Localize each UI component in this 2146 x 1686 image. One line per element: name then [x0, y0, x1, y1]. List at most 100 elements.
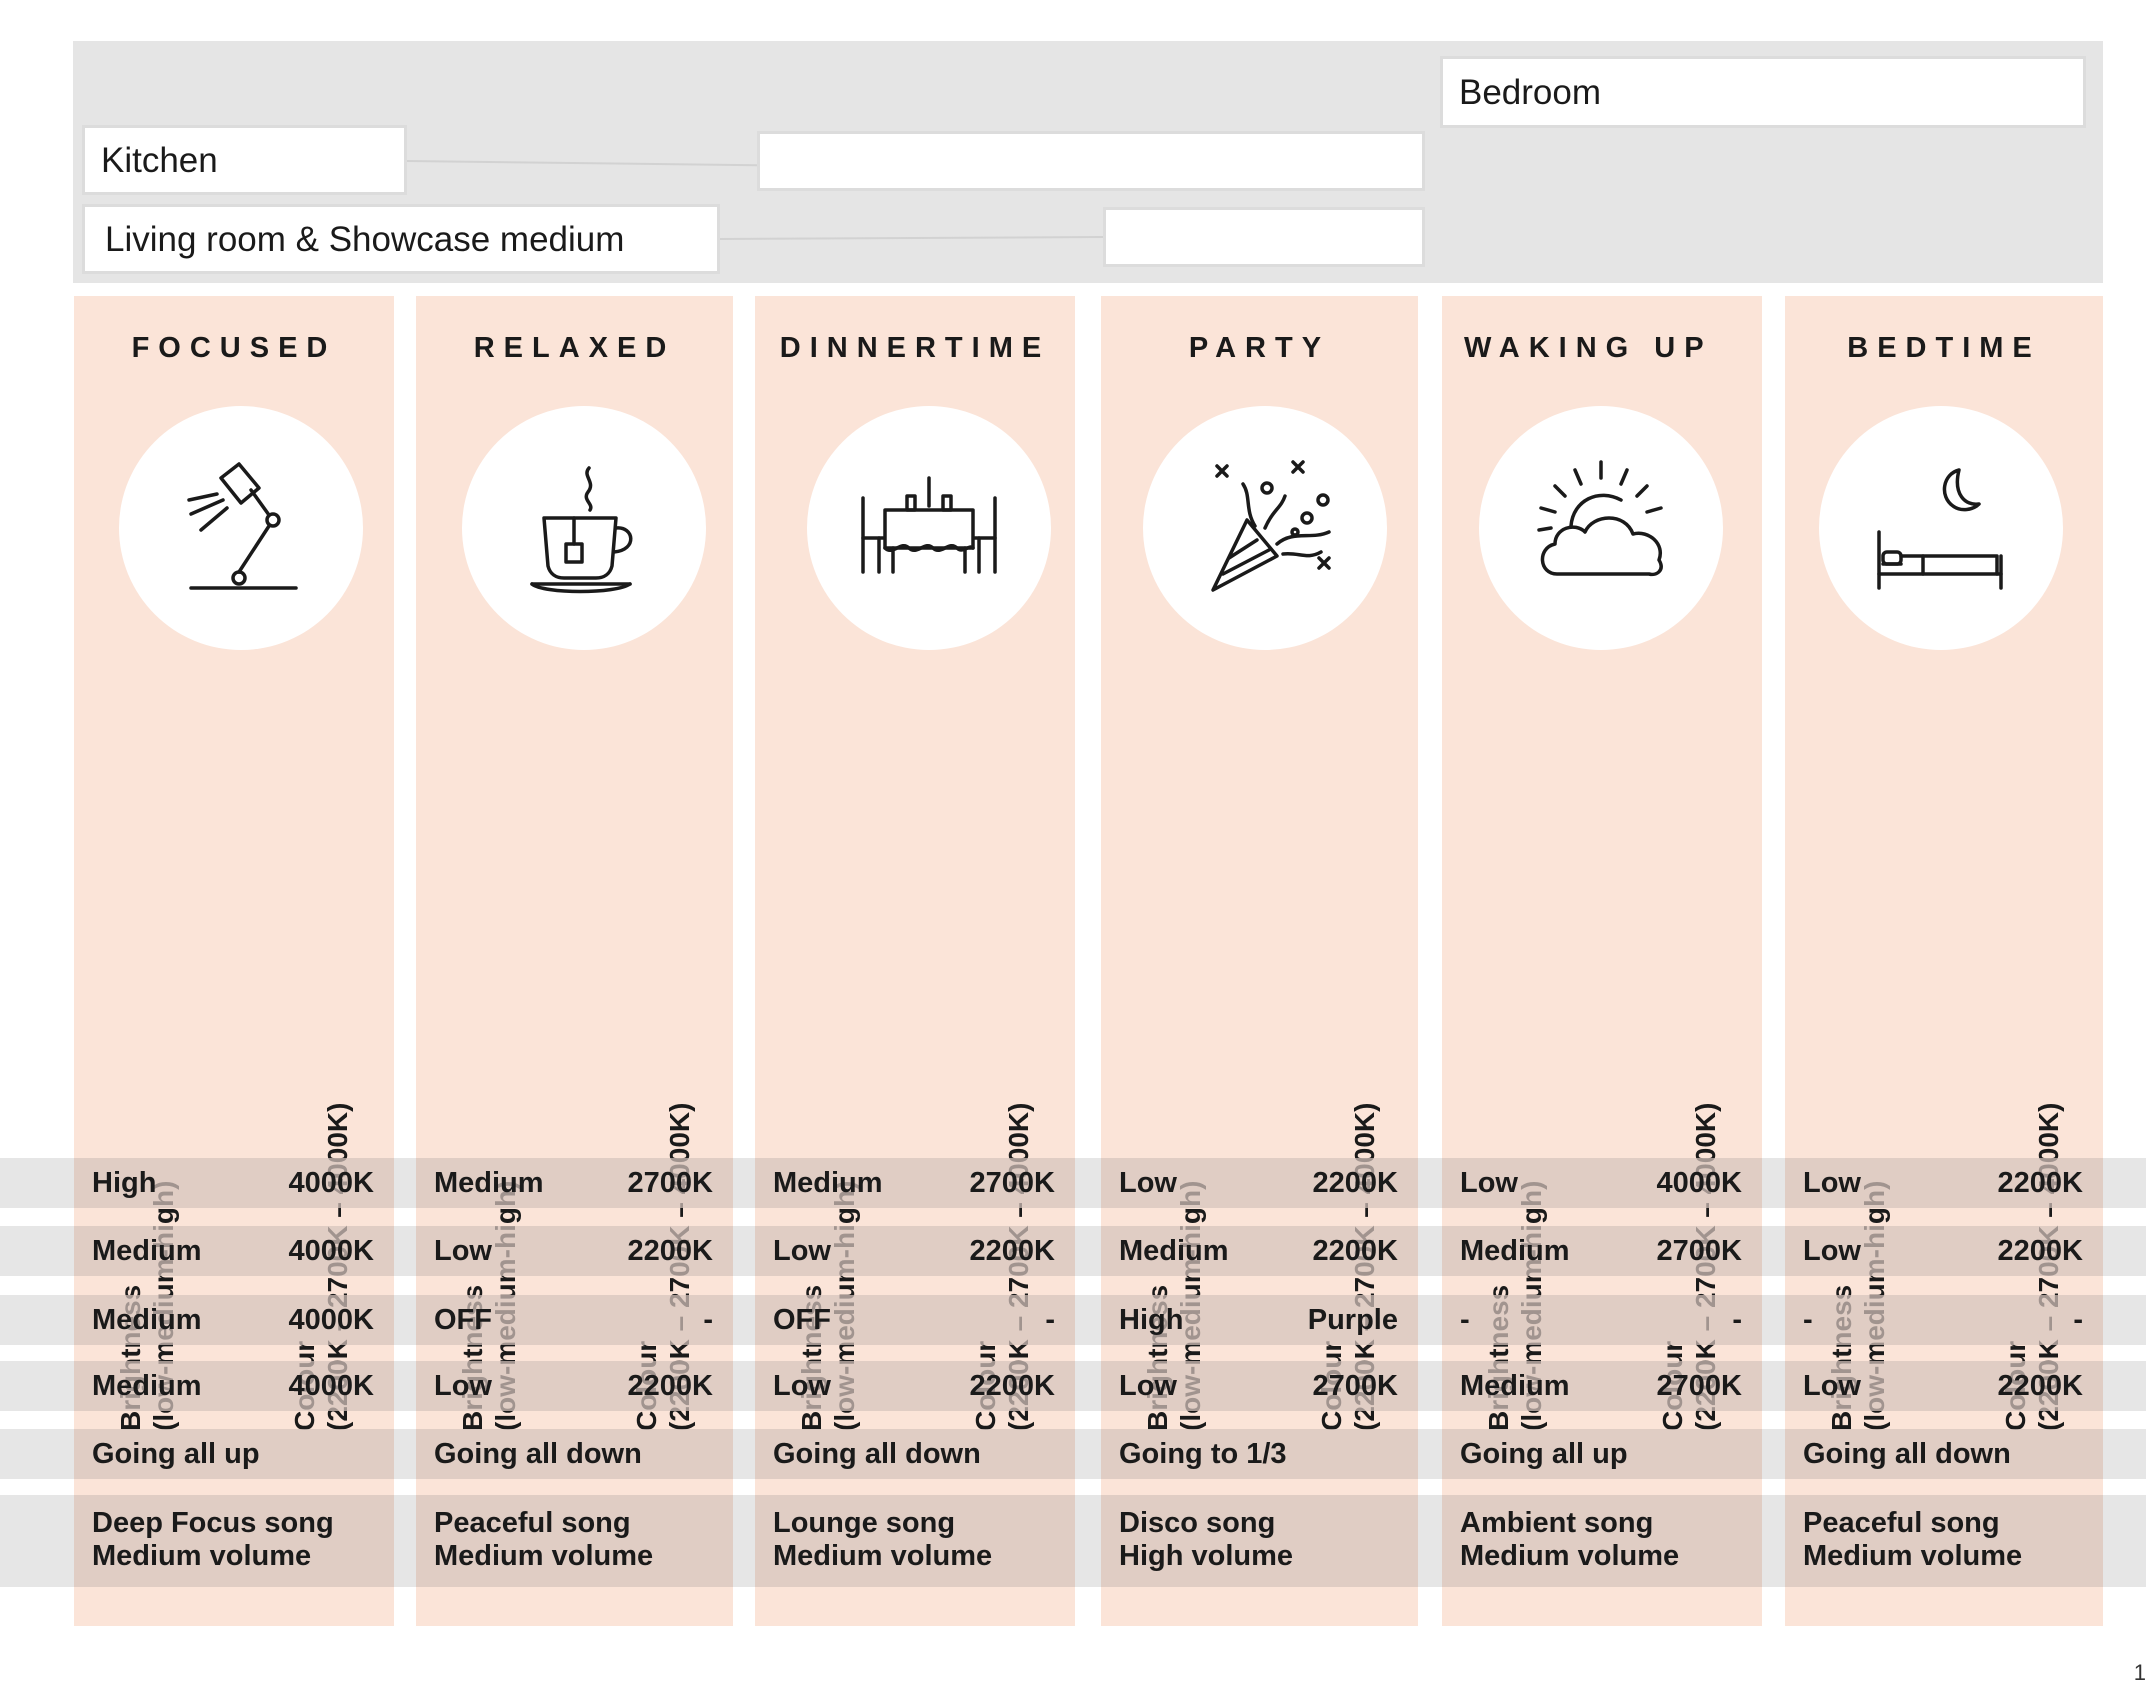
volume-value: Medium volume [434, 1540, 654, 1572]
scene-title: FOCUSED [131, 332, 337, 364]
music-row: Peaceful song Medium volume [416, 1495, 733, 1587]
blinds-value: Going all down [434, 1438, 642, 1470]
colour-value: 2700K [1656, 1235, 1742, 1267]
music-row: Ambient song Medium volume [1442, 1495, 1762, 1587]
scene-title: WAKING UP [1464, 332, 1713, 364]
setting-row: Medium 2700K [755, 1158, 1075, 1208]
colour-value: 2700K [1312, 1370, 1398, 1402]
blinds-row: Going all up [74, 1429, 394, 1479]
blinds-value: Going all down [1803, 1438, 2011, 1470]
setting-row: High Purple [1101, 1295, 1418, 1345]
room-bedroom[interactable]: Bedroom [1440, 56, 2086, 128]
setting-row: High 4000K [74, 1158, 394, 1208]
song-value: Deep Focus song [92, 1507, 334, 1539]
brightness-value: Low [1460, 1167, 1518, 1199]
brightness-value: Low [1119, 1167, 1177, 1199]
scene-icon-circle [1479, 406, 1723, 650]
brightness-value: - [1460, 1304, 1470, 1336]
scene-icon-circle [807, 406, 1051, 650]
colour-value: 4000K [288, 1235, 374, 1267]
brightness-value: Medium [92, 1370, 202, 1402]
brightness-value: Low [434, 1370, 492, 1402]
colour-value: 4000K [1656, 1167, 1742, 1199]
volume-value: Medium volume [92, 1540, 312, 1572]
colour-value: 2700K [627, 1167, 713, 1199]
colour-value: 2200K [969, 1235, 1055, 1267]
moon-bed-icon [1877, 468, 2003, 590]
scene-title: PARTY [1188, 332, 1331, 364]
brightness-value: Low [1803, 1235, 1861, 1267]
setting-row: -- [1785, 1295, 2103, 1345]
brightness-value: High [92, 1167, 157, 1199]
desk-lamp-icon [187, 462, 298, 590]
setting-row: Medium 2700K [416, 1158, 733, 1208]
setting-row: Low 2200K [1101, 1158, 1418, 1208]
volume-value: Medium volume [1460, 1540, 1680, 1572]
kitchen-target-box[interactable] [757, 131, 1425, 191]
setting-row: Medium 2700K [1442, 1361, 1762, 1411]
music-row: Peaceful song Medium volume [1785, 1495, 2103, 1587]
scene-column-dinnertime: DINNERTIME Brightness(low-medium-high)Co… [755, 296, 1075, 1626]
setting-row: OFF - [416, 1295, 733, 1345]
scene-icon-circle [1143, 406, 1387, 650]
volume-value: Medium volume [1803, 1540, 2023, 1572]
brightness-value: Medium [92, 1235, 202, 1267]
blinds-value: Going to 1/3 [1119, 1438, 1287, 1470]
setting-row: Medium 4000K [74, 1361, 394, 1411]
scene-title: BEDTIME [1847, 332, 2041, 364]
brightness-value: Low [773, 1235, 831, 1267]
colour-value: 2200K [627, 1235, 713, 1267]
page-number: 1 [2133, 1660, 2146, 1685]
volume-value: High volume [1119, 1540, 1294, 1572]
colour-value: 4000K [288, 1304, 374, 1336]
setting-row: OFF - [755, 1295, 1075, 1345]
colour-value: 2200K [969, 1370, 1055, 1402]
blinds-row: Going all down [1785, 1429, 2103, 1479]
colour-value: 2200K [1312, 1235, 1398, 1267]
blinds-value: Going all up [92, 1438, 260, 1470]
setting-row: Low 2200K [1785, 1361, 2103, 1411]
blinds-value: Going all up [1460, 1438, 1628, 1470]
colour-value: 2200K [627, 1370, 713, 1402]
living-room-target-box[interactable] [1103, 207, 1425, 267]
scene-column-party: PARTY Brightness(low-medium-high)Colour(… [1101, 296, 1418, 1626]
scene-title: RELAXED [473, 332, 676, 364]
colour-value: - [1045, 1304, 1055, 1336]
colour-value: 4000K [288, 1167, 374, 1199]
colour-value: - [2073, 1304, 2083, 1336]
brightness-value: Medium [1460, 1370, 1570, 1402]
setting-row: Low 2200K [416, 1226, 733, 1276]
setting-row: Low 2200K [1785, 1158, 2103, 1208]
brightness-value: Medium [773, 1167, 883, 1199]
colour-value: - [1732, 1304, 1742, 1336]
setting-row: Medium 4000K [74, 1295, 394, 1345]
brightness-value: Low [1803, 1370, 1861, 1402]
brightness-value: OFF [434, 1304, 492, 1336]
setting-row: Low 4000K [1442, 1158, 1762, 1208]
blinds-value: Going all down [773, 1438, 981, 1470]
music-row: Lounge song Medium volume [755, 1495, 1075, 1587]
room-kitchen[interactable]: Kitchen [82, 125, 407, 195]
setting-row: Medium 2700K [1442, 1226, 1762, 1276]
tea-cup-icon [530, 466, 633, 594]
song-value: Ambient song [1460, 1507, 1654, 1539]
brightness-value: Low [434, 1235, 492, 1267]
scene-icon-circle [462, 406, 706, 650]
room-living-room[interactable]: Living room & Showcase medium [82, 204, 720, 274]
brightness-value: Low [1119, 1370, 1177, 1402]
music-row: Disco song High volume [1101, 1495, 1418, 1587]
setting-row: Medium 4000K [74, 1226, 394, 1276]
scene-title: DINNERTIME [779, 332, 1051, 364]
party-popper-icon [1211, 460, 1331, 592]
brightness-value: Medium [1119, 1235, 1229, 1267]
setting-row: Low 2200K [416, 1361, 733, 1411]
scene-column-relaxed: RELAXED Brightness(low-medium-high)Colou… [416, 296, 733, 1626]
blinds-row: Going all down [416, 1429, 733, 1479]
colour-value: 2200K [1312, 1167, 1398, 1199]
colour-value: Purple [1307, 1304, 1398, 1336]
brightness-value: Medium [1460, 1235, 1570, 1267]
colour-value: 2700K [1656, 1370, 1742, 1402]
setting-row: Medium 2200K [1101, 1226, 1418, 1276]
brightness-value: OFF [773, 1304, 831, 1336]
blinds-row: Going all down [755, 1429, 1075, 1479]
